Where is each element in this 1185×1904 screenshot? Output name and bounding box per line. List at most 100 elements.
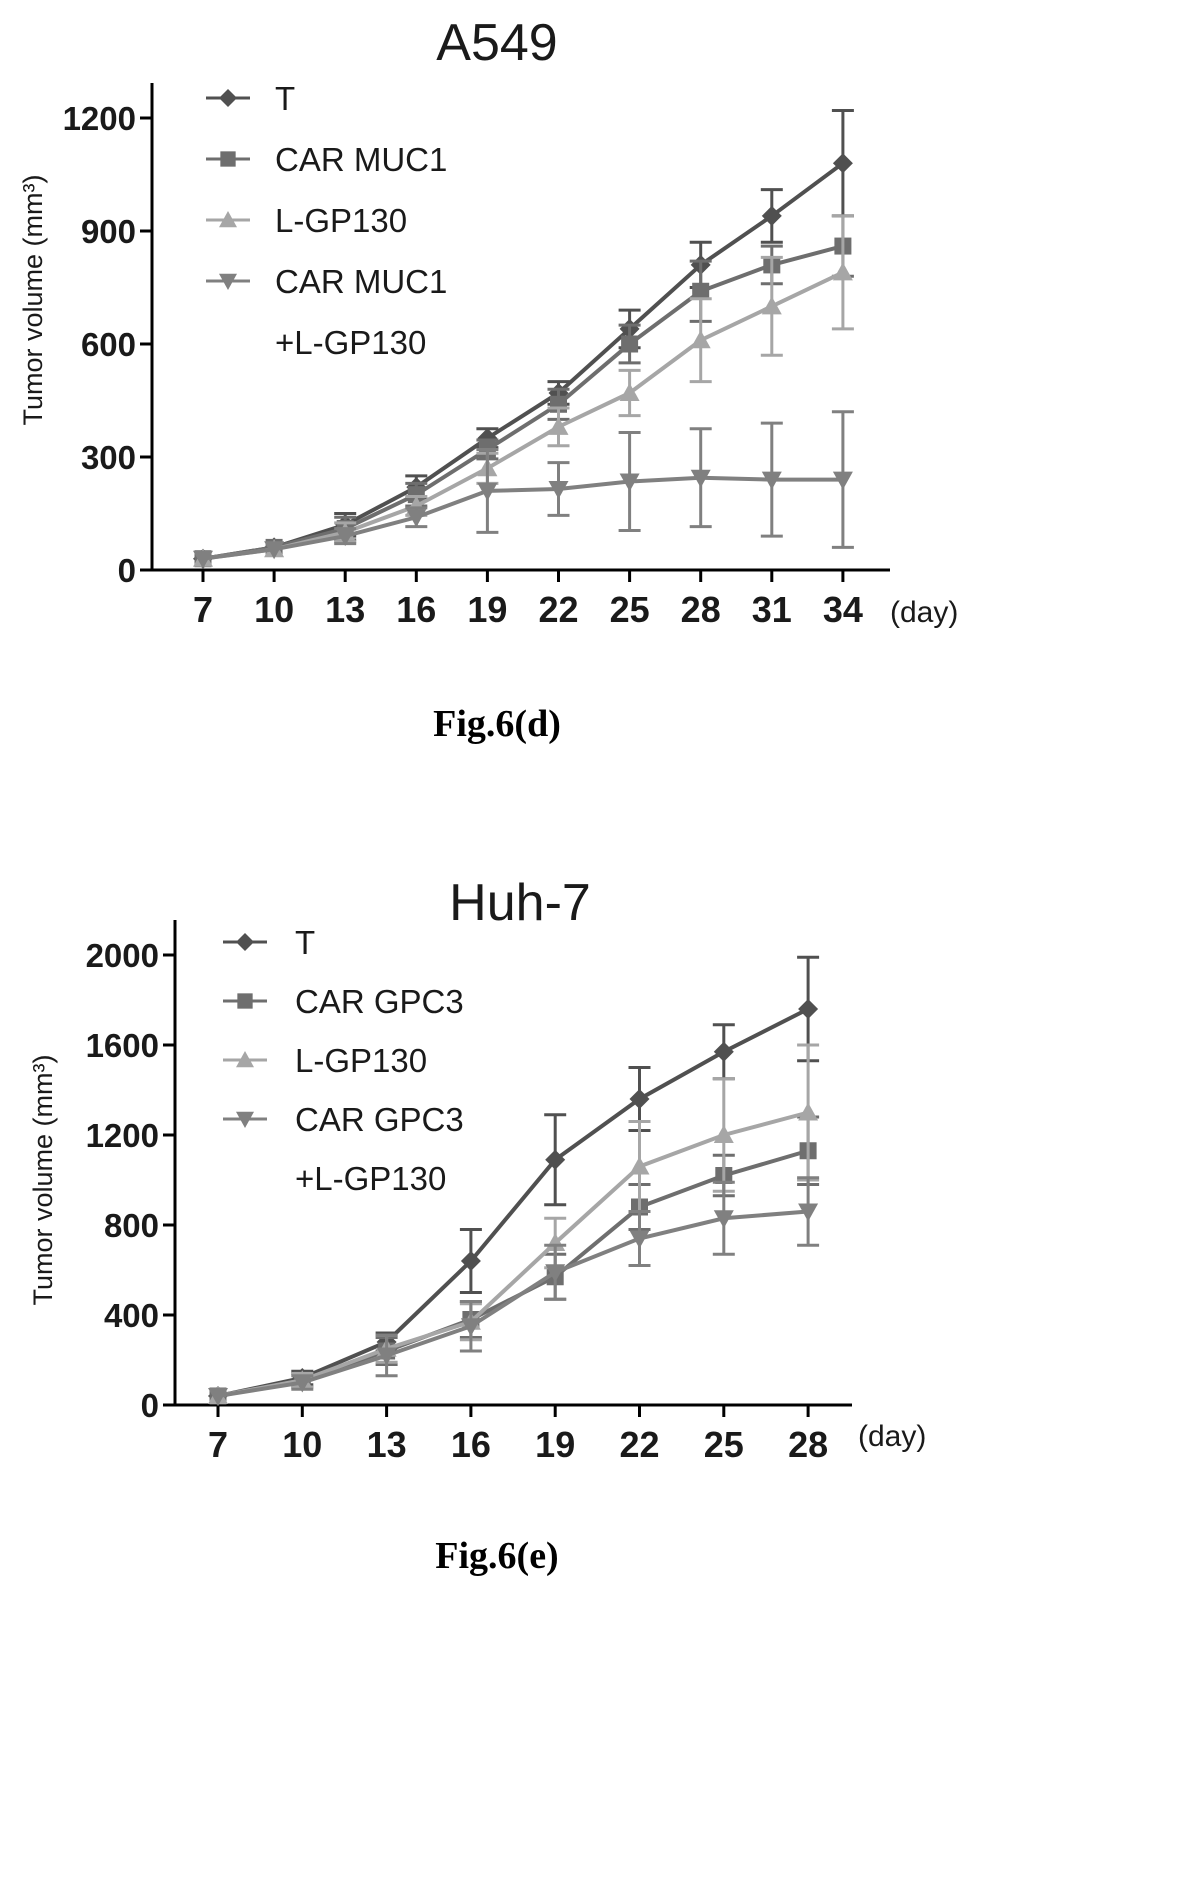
data-point — [798, 1203, 819, 1222]
data-point — [193, 550, 213, 569]
data-point — [713, 1210, 734, 1229]
y-tick-label: 1200 — [86, 1117, 159, 1154]
data-point — [761, 205, 782, 226]
x-tick-label: 31 — [752, 589, 792, 630]
figure-caption: Fig.6(d) — [433, 703, 561, 745]
data-point — [548, 481, 569, 500]
legend-label: CAR MUC1 — [275, 141, 447, 178]
data-point — [264, 541, 285, 560]
series-line — [202, 244, 844, 561]
y-tick-label: 300 — [81, 439, 136, 476]
data-point — [619, 473, 640, 492]
data-point — [832, 153, 853, 174]
data-point — [629, 1089, 650, 1109]
data-point — [713, 1041, 734, 1062]
x-tick-label: 19 — [535, 1424, 575, 1465]
data-point — [460, 1318, 481, 1337]
x-tick-label: 28 — [681, 589, 721, 630]
y-tick-label: 1600 — [86, 1027, 159, 1064]
x-tick-label: 10 — [254, 589, 294, 630]
data-point — [376, 1347, 397, 1366]
legend-entry-2: CAR GPC3 — [223, 983, 464, 1020]
x-tick-label: 28 — [788, 1424, 828, 1465]
data-point — [460, 1251, 481, 1271]
legend-swatch-marker — [219, 273, 237, 290]
data-point — [692, 282, 710, 300]
series-line — [202, 475, 843, 561]
chart-huh7: Huh-7 0 400 800 1200 1600 2000 7 10 13 16 19 22 25 28 T… — [28, 874, 926, 1465]
y-tick-label: 0 — [118, 552, 136, 589]
y-tick-label: 900 — [81, 213, 136, 250]
x-tick-label: 10 — [282, 1424, 322, 1465]
legend-entry-3: L-GP130 — [223, 1042, 427, 1079]
x-tick-label: 16 — [451, 1424, 491, 1465]
x-tick-label: 13 — [367, 1424, 407, 1465]
figure-caption: Fig.6(e) — [435, 1535, 558, 1577]
data-point — [798, 999, 819, 1019]
data-point — [798, 1102, 819, 1121]
series-4 — [208, 1176, 820, 1406]
x-tick-label: 25 — [610, 589, 650, 630]
y-tick-label: 2000 — [86, 937, 159, 974]
legend-label-line2: +L-GP130 — [295, 1160, 446, 1197]
y-tick-label: 1200 — [63, 100, 136, 137]
legend-swatch-marker — [220, 151, 236, 167]
x-tick-label: 19 — [467, 589, 507, 630]
data-point — [621, 335, 639, 353]
data-point — [832, 471, 853, 490]
legend-label: CAR MUC1 — [275, 263, 447, 300]
data-point — [690, 469, 711, 488]
x-tick-label: 34 — [823, 589, 863, 630]
data-point — [629, 1230, 650, 1249]
data-point — [292, 1374, 313, 1393]
series-3 — [208, 1043, 820, 1404]
data-point — [407, 486, 425, 504]
legend-label-line2: +L-GP130 — [275, 324, 426, 361]
data-point — [832, 262, 853, 281]
data-point — [545, 1264, 566, 1283]
x-tick-label: 22 — [538, 589, 578, 630]
legend-swatch-marker — [236, 933, 254, 951]
data-point — [761, 296, 782, 315]
data-point — [208, 1388, 228, 1406]
x-axis-unit: (day) — [858, 1420, 926, 1453]
chart-a549: A549 0 300 600 900 1200 7 10 13 16 19 22 25 28 31 34 Tum… — [18, 14, 958, 630]
data-point — [477, 482, 498, 501]
x-tick-label: 7 — [208, 1424, 228, 1465]
data-point — [629, 1156, 650, 1175]
legend-swatch-marker — [237, 993, 253, 1009]
data-point — [619, 382, 640, 401]
legend-swatch-marker — [219, 211, 237, 228]
legend-swatch-marker — [219, 89, 237, 107]
x-tick-label: 16 — [396, 589, 436, 630]
legend-label: T — [295, 924, 315, 961]
data-point — [548, 416, 569, 435]
legend-entry-1: T — [223, 924, 315, 961]
data-point — [761, 471, 782, 490]
legend-entry-4: CAR GPC3 +L-GP130 — [223, 1101, 464, 1197]
series-4 — [193, 410, 854, 569]
legend-label: CAR GPC3 — [295, 1101, 464, 1138]
y-tick-label: 400 — [104, 1297, 159, 1334]
y-tick-label: 800 — [104, 1207, 159, 1244]
series-line — [217, 1209, 809, 1398]
y-tick-label: 0 — [141, 1387, 159, 1424]
legend-swatch-marker — [236, 1051, 254, 1068]
data-point — [545, 1149, 566, 1170]
y-axis-label: Tumor volume (mm³) — [28, 1054, 58, 1305]
legend-swatch-marker — [236, 1111, 254, 1128]
legend-entry-3: L-GP130 — [206, 202, 407, 239]
y-tick-label: 600 — [81, 326, 136, 363]
legend-entry-2: CAR MUC1 — [206, 141, 447, 178]
data-point — [406, 509, 427, 528]
chart-title: Huh-7 — [449, 874, 591, 932]
legend-label: T — [275, 80, 295, 117]
x-tick-label: 22 — [619, 1424, 659, 1465]
series-line — [217, 1007, 810, 1398]
legend-entry-1: T — [206, 80, 295, 117]
x-tick-label: 25 — [704, 1424, 744, 1465]
x-tick-label: 7 — [193, 589, 213, 630]
data-point — [690, 330, 711, 349]
data-point — [713, 1125, 734, 1143]
